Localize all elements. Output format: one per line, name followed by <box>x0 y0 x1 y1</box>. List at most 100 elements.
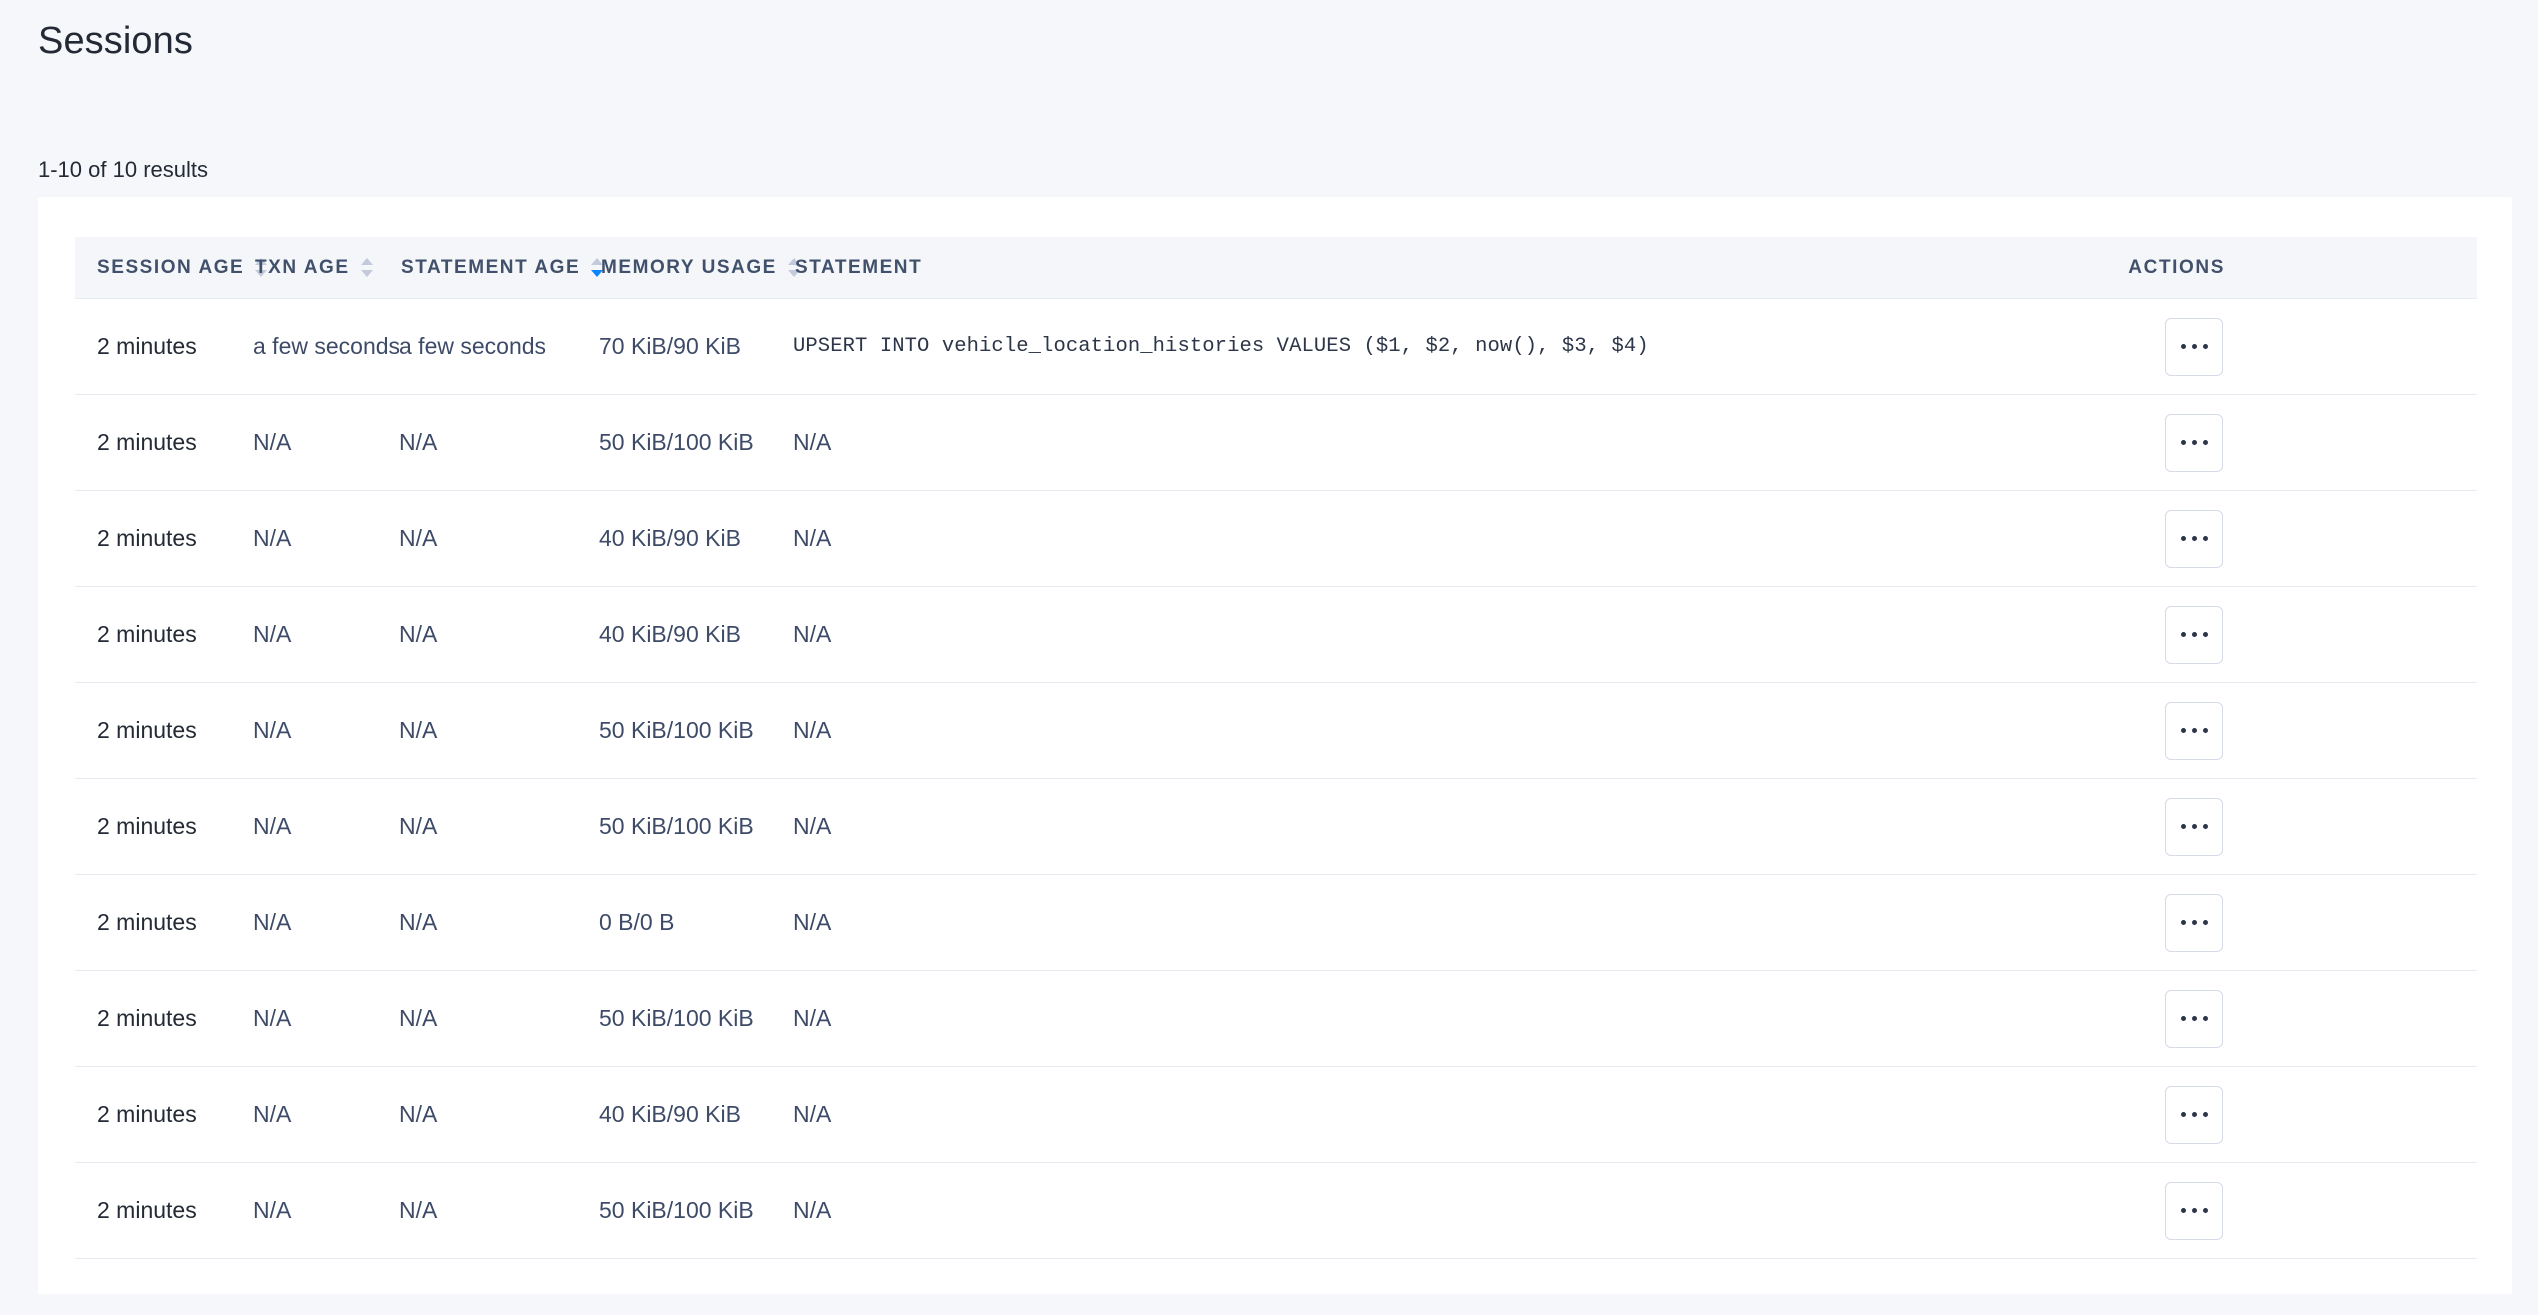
cell-memory-usage: 40 KiB/90 KiB <box>599 1101 741 1127</box>
ellipsis-dot <box>2191 1112 2197 1117</box>
column-header-txn-age[interactable]: TXN AGE <box>255 253 401 283</box>
cell-statement-age: N/A <box>399 717 438 743</box>
cell-actions <box>2036 605 2256 664</box>
cell-actions <box>2036 509 2256 568</box>
ellipsis-dot <box>2180 440 2186 445</box>
cell-memory-usage: 50 KiB/100 KiB <box>599 429 754 455</box>
table-row[interactable]: 2 minutes N/A N/A 40 KiB/90 KiB N/A <box>75 1067 2477 1163</box>
table-row[interactable]: 2 minutes N/A N/A 50 KiB/100 KiB N/A <box>75 779 2477 875</box>
column-header-actions: ACTIONS <box>2038 257 2258 279</box>
row-actions-button[interactable] <box>2165 413 2223 472</box>
ellipsis-dot <box>2202 824 2208 829</box>
cell-txn-age: N/A <box>253 1101 292 1127</box>
cell-actions <box>2036 1085 2256 1144</box>
column-header-label: ACTIONS <box>2128 256 2225 278</box>
ellipsis-dot <box>2191 632 2197 637</box>
column-header-label: SESSION AGE <box>97 256 245 278</box>
sort-ascending-icon <box>787 258 800 265</box>
table-row[interactable]: 2 minutes N/A N/A 50 KiB/100 KiB N/A <box>75 1163 2477 1259</box>
sort-toggle-statement-age[interactable] <box>591 253 604 283</box>
cell-memory-usage: 0 B/0 B <box>599 909 675 935</box>
column-header-memory-usage[interactable]: MEMORY USAGE <box>601 253 800 283</box>
column-header-statement-age[interactable]: STATEMENT AGE <box>401 253 604 283</box>
cell-txn-age: a few seconds <box>253 333 401 359</box>
ellipsis-dot <box>2180 728 2186 733</box>
ellipsis-dot <box>2191 1208 2197 1213</box>
ellipsis-dot <box>2180 536 2186 541</box>
ellipsis-dot <box>2202 1208 2208 1213</box>
row-actions-button[interactable] <box>2165 1085 2223 1144</box>
ellipsis-dot <box>2180 632 2186 637</box>
table-row[interactable]: 2 minutes N/A N/A 50 KiB/100 KiB N/A <box>75 395 2477 491</box>
ellipsis-icon <box>2180 824 2208 829</box>
cell-txn-age: N/A <box>253 429 292 455</box>
cell-memory-usage: 50 KiB/100 KiB <box>599 717 754 743</box>
table-row[interactable]: 2 minutes a few seconds a few seconds 70 Ki… <box>75 299 2477 395</box>
table-row[interactable]: 2 minutes N/A N/A 40 KiB/90 KiB N/A <box>75 491 2477 587</box>
cell-memory-usage: 50 KiB/100 KiB <box>599 1005 754 1031</box>
ellipsis-dot <box>2180 920 2186 925</box>
cell-statement: N/A <box>793 621 832 647</box>
sort-toggle-txn-age[interactable] <box>360 253 374 283</box>
ellipsis-icon <box>2180 920 2208 925</box>
ellipsis-dot <box>2191 1016 2197 1021</box>
row-actions-button[interactable] <box>2165 797 2223 856</box>
cell-statement: N/A <box>793 1197 832 1223</box>
ellipsis-icon <box>2180 1112 2208 1117</box>
cell-session-age: 2 minutes <box>97 1101 197 1127</box>
cell-actions <box>2036 797 2256 856</box>
sort-descending-icon <box>591 270 604 277</box>
ellipsis-dot <box>2202 536 2208 541</box>
sort-descending-icon <box>787 270 800 277</box>
column-header-session-age[interactable]: SESSION AGE <box>75 253 268 283</box>
ellipsis-dot <box>2191 824 2197 829</box>
table-row[interactable]: 2 minutes N/A N/A 40 KiB/90 KiB N/A <box>75 587 2477 683</box>
row-actions-button[interactable] <box>2165 317 2223 376</box>
cell-memory-usage: 50 KiB/100 KiB <box>599 1197 754 1223</box>
row-actions-button[interactable] <box>2165 701 2223 760</box>
ellipsis-dot <box>2180 824 2186 829</box>
results-count: 1-10 of 10 results <box>38 157 208 182</box>
cell-statement: N/A <box>793 813 832 839</box>
cell-statement-age: N/A <box>399 1197 438 1223</box>
row-actions-button[interactable] <box>2165 605 2223 664</box>
sort-descending-icon <box>255 270 268 277</box>
cell-session-age: 2 minutes <box>97 525 197 551</box>
cell-session-age: 2 minutes <box>97 717 197 743</box>
cell-actions <box>2036 989 2256 1048</box>
ellipsis-dot <box>2202 1016 2208 1021</box>
ellipsis-icon <box>2180 632 2208 637</box>
page-title: Sessions <box>38 20 193 62</box>
cell-actions <box>2036 893 2256 952</box>
sort-toggle-memory-usage[interactable] <box>787 253 800 283</box>
column-header-label: STATEMENT <box>795 256 923 278</box>
cell-statement-age: N/A <box>399 813 438 839</box>
cell-statement-age: N/A <box>399 909 438 935</box>
cell-txn-age: N/A <box>253 525 292 551</box>
sort-ascending-icon <box>591 258 604 265</box>
ellipsis-icon <box>2180 440 2208 445</box>
row-actions-button[interactable] <box>2165 509 2223 568</box>
ellipsis-icon <box>2180 1208 2208 1213</box>
cell-txn-age: N/A <box>253 813 292 839</box>
cell-txn-age: N/A <box>253 1197 292 1223</box>
ellipsis-dot <box>2191 728 2197 733</box>
cell-session-age: 2 minutes <box>97 621 197 647</box>
table-row[interactable]: 2 minutes N/A N/A 50 KiB/100 KiB N/A <box>75 683 2477 779</box>
ellipsis-dot <box>2191 344 2197 349</box>
row-actions-button[interactable] <box>2165 989 2223 1048</box>
sort-ascending-icon <box>360 258 373 265</box>
ellipsis-icon <box>2180 1016 2208 1021</box>
ellipsis-icon <box>2180 728 2208 733</box>
ellipsis-dot <box>2191 536 2197 541</box>
table-row[interactable]: 2 minutes N/A N/A 0 B/0 B N/A <box>75 875 2477 971</box>
cell-session-age: 2 minutes <box>97 1197 197 1223</box>
table-row[interactable]: 2 minutes N/A N/A 50 KiB/100 KiB N/A <box>75 971 2477 1067</box>
row-actions-button[interactable] <box>2165 893 2223 952</box>
cell-statement-age: a few seconds <box>399 333 547 359</box>
row-actions-button[interactable] <box>2165 1181 2223 1240</box>
cell-memory-usage: 50 KiB/100 KiB <box>599 813 754 839</box>
sort-toggle-session-age[interactable] <box>255 253 268 283</box>
cell-session-age: 2 minutes <box>97 813 197 839</box>
ellipsis-dot <box>2202 728 2208 733</box>
